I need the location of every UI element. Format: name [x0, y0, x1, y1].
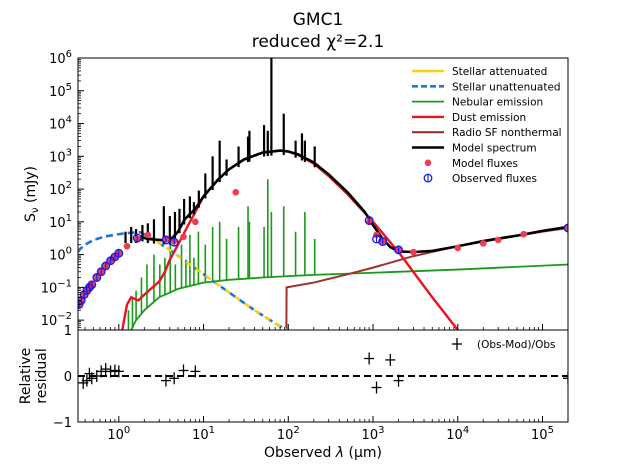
- observed-flux-point: [96, 267, 106, 277]
- main-y-tick-label: 105: [49, 82, 72, 100]
- observed-flux-point: [92, 273, 102, 282]
- x-axis: 100 101 102 103 104 105: [84, 324, 569, 443]
- legend-label: Model spectrum: [452, 143, 537, 155]
- residual-point: [113, 365, 124, 378]
- residual-y-tick-label: −1: [53, 416, 72, 431]
- chart-title: GMC1: [293, 10, 344, 30]
- residual-point: [169, 372, 180, 385]
- model-flux-point: [144, 231, 152, 239]
- model-flux-point: [192, 218, 199, 226]
- residual-point: [96, 365, 107, 378]
- residual-content: [78, 352, 568, 394]
- x-tick-label: 104: [446, 425, 469, 443]
- chart-subtitle: reduced χ²=2.1: [252, 32, 385, 52]
- model-spectrum-line: [140, 149, 568, 254]
- legend-entry-model-fluxes: Model fluxes: [424, 158, 518, 170]
- radio-sf-nonthermal-line: [285, 226, 568, 330]
- x-tick-label: 105: [531, 425, 554, 443]
- residual-y-axis: −1 0 1: [53, 324, 84, 431]
- legend: Stellar attenuated Stellar unattenuated Ne…: [412, 66, 562, 185]
- observed-flux-point: [364, 216, 374, 225]
- flux-markers: [78, 188, 568, 309]
- model-flux-point: [123, 242, 131, 250]
- residual-point: [393, 374, 404, 387]
- x-tick-label: 102: [277, 425, 300, 443]
- main-y-tick-label: 106: [49, 49, 72, 67]
- x-axis-label-unit: (μm): [344, 445, 382, 461]
- legend-label: Observed fluxes: [452, 173, 537, 185]
- residual-point: [178, 364, 189, 377]
- residual-legend: (Obs-Mod)/Obs: [452, 338, 555, 351]
- x-tick-label: 101: [192, 425, 215, 443]
- observed-flux-point: [394, 245, 403, 255]
- main-y-axis-label-unit: (mJy): [23, 166, 39, 207]
- x-axis-label: Observed λ (μm): [264, 445, 382, 461]
- model-flux-point: [520, 230, 527, 238]
- residual-point: [160, 374, 171, 387]
- model-flux-point: [564, 224, 568, 232]
- model-flux-point: [494, 236, 502, 244]
- residual-point: [563, 372, 568, 385]
- legend-swatch: [424, 159, 432, 167]
- residual-point: [86, 372, 97, 385]
- residual-legend-label: (Obs-Mod)/Obs: [477, 339, 555, 351]
- main-y-tick-label: 10−1: [41, 278, 72, 296]
- residual-point: [100, 363, 111, 376]
- residual-y-tick-label: 0: [64, 370, 72, 385]
- legend-entry-nebular-emission: Nebular emission: [412, 97, 543, 109]
- stellar-unattenuated-line: [78, 230, 288, 330]
- residual-y-axis-label-line2: residual: [34, 348, 50, 403]
- main-y-tick-label: 104: [49, 115, 72, 133]
- legend-label: Stellar attenuated: [452, 66, 547, 78]
- residual-point: [190, 365, 201, 378]
- main-y-tick-label: 101: [49, 213, 72, 231]
- observed-flux-point: [87, 280, 97, 290]
- main-panel: 10−2 10−1 100 101 102 103 104 105 106: [41, 49, 569, 331]
- stellar-attenuated-line: [139, 232, 288, 330]
- main-curves: [78, 58, 568, 330]
- legend-label: Nebular emission: [452, 97, 543, 109]
- main-y-axis-label: Sν (mJy): [23, 166, 41, 222]
- legend-entry-model-spectrum: Model spectrum: [412, 143, 537, 155]
- legend-entry-stellar-attenuated: Stellar attenuated: [412, 66, 547, 78]
- main-y-tick-label: 100: [49, 246, 72, 264]
- residual-y-axis-label-line1: Relative: [18, 348, 34, 404]
- legend-label: Radio SF nonthermal: [452, 127, 562, 139]
- observed-flux-point: [169, 237, 179, 247]
- main-y-tick-label: 103: [49, 147, 72, 165]
- x-tick-label: 103: [362, 425, 385, 443]
- observed-flux-point: [132, 233, 142, 243]
- model-flux-point: [232, 188, 240, 196]
- model-flux-point: [180, 233, 187, 241]
- model-flux-point: [479, 240, 487, 247]
- main-y-axis: 10−2 10−1 100 101 102 103 104 105 106: [41, 49, 84, 331]
- legend-entry-dust-emission: Dust emission: [412, 112, 526, 124]
- observed-flux-point: [563, 223, 568, 233]
- model-flux-point: [454, 244, 462, 252]
- observed-flux-point: [101, 261, 111, 271]
- residual-point: [385, 353, 396, 366]
- residual-point: [371, 381, 382, 394]
- x-tick-label: 100: [107, 425, 130, 443]
- legend-label: Stellar unattenuated: [452, 81, 561, 93]
- nebular-emission-line: [130, 263, 568, 330]
- legend-entry-observed-fluxes: Observed fluxes: [423, 173, 537, 185]
- residual-y-tick-label: 1: [64, 324, 72, 339]
- legend-entry-stellar-unattenuated: Stellar unattenuated: [412, 81, 561, 93]
- residual-panel: −1 0 1: [53, 324, 569, 431]
- observed-flux-point: [161, 235, 171, 245]
- residual-point: [364, 352, 375, 365]
- x-axis-label-symbol: λ: [335, 445, 344, 461]
- main-y-tick-label: 10−2: [41, 311, 72, 329]
- main-y-axis-label-subscript: ν: [30, 207, 41, 213]
- legend-entry-radio-sf-nonthermal: Radio SF nonthermal: [412, 127, 562, 139]
- main-y-tick-label: 102: [49, 180, 72, 198]
- observed-flux-point: [114, 248, 124, 258]
- model-flux-point: [410, 248, 417, 256]
- residual-point: [81, 374, 92, 387]
- legend-label: Model fluxes: [452, 158, 518, 170]
- legend-label: Dust emission: [452, 112, 526, 124]
- observed-flux-point: [378, 237, 388, 247]
